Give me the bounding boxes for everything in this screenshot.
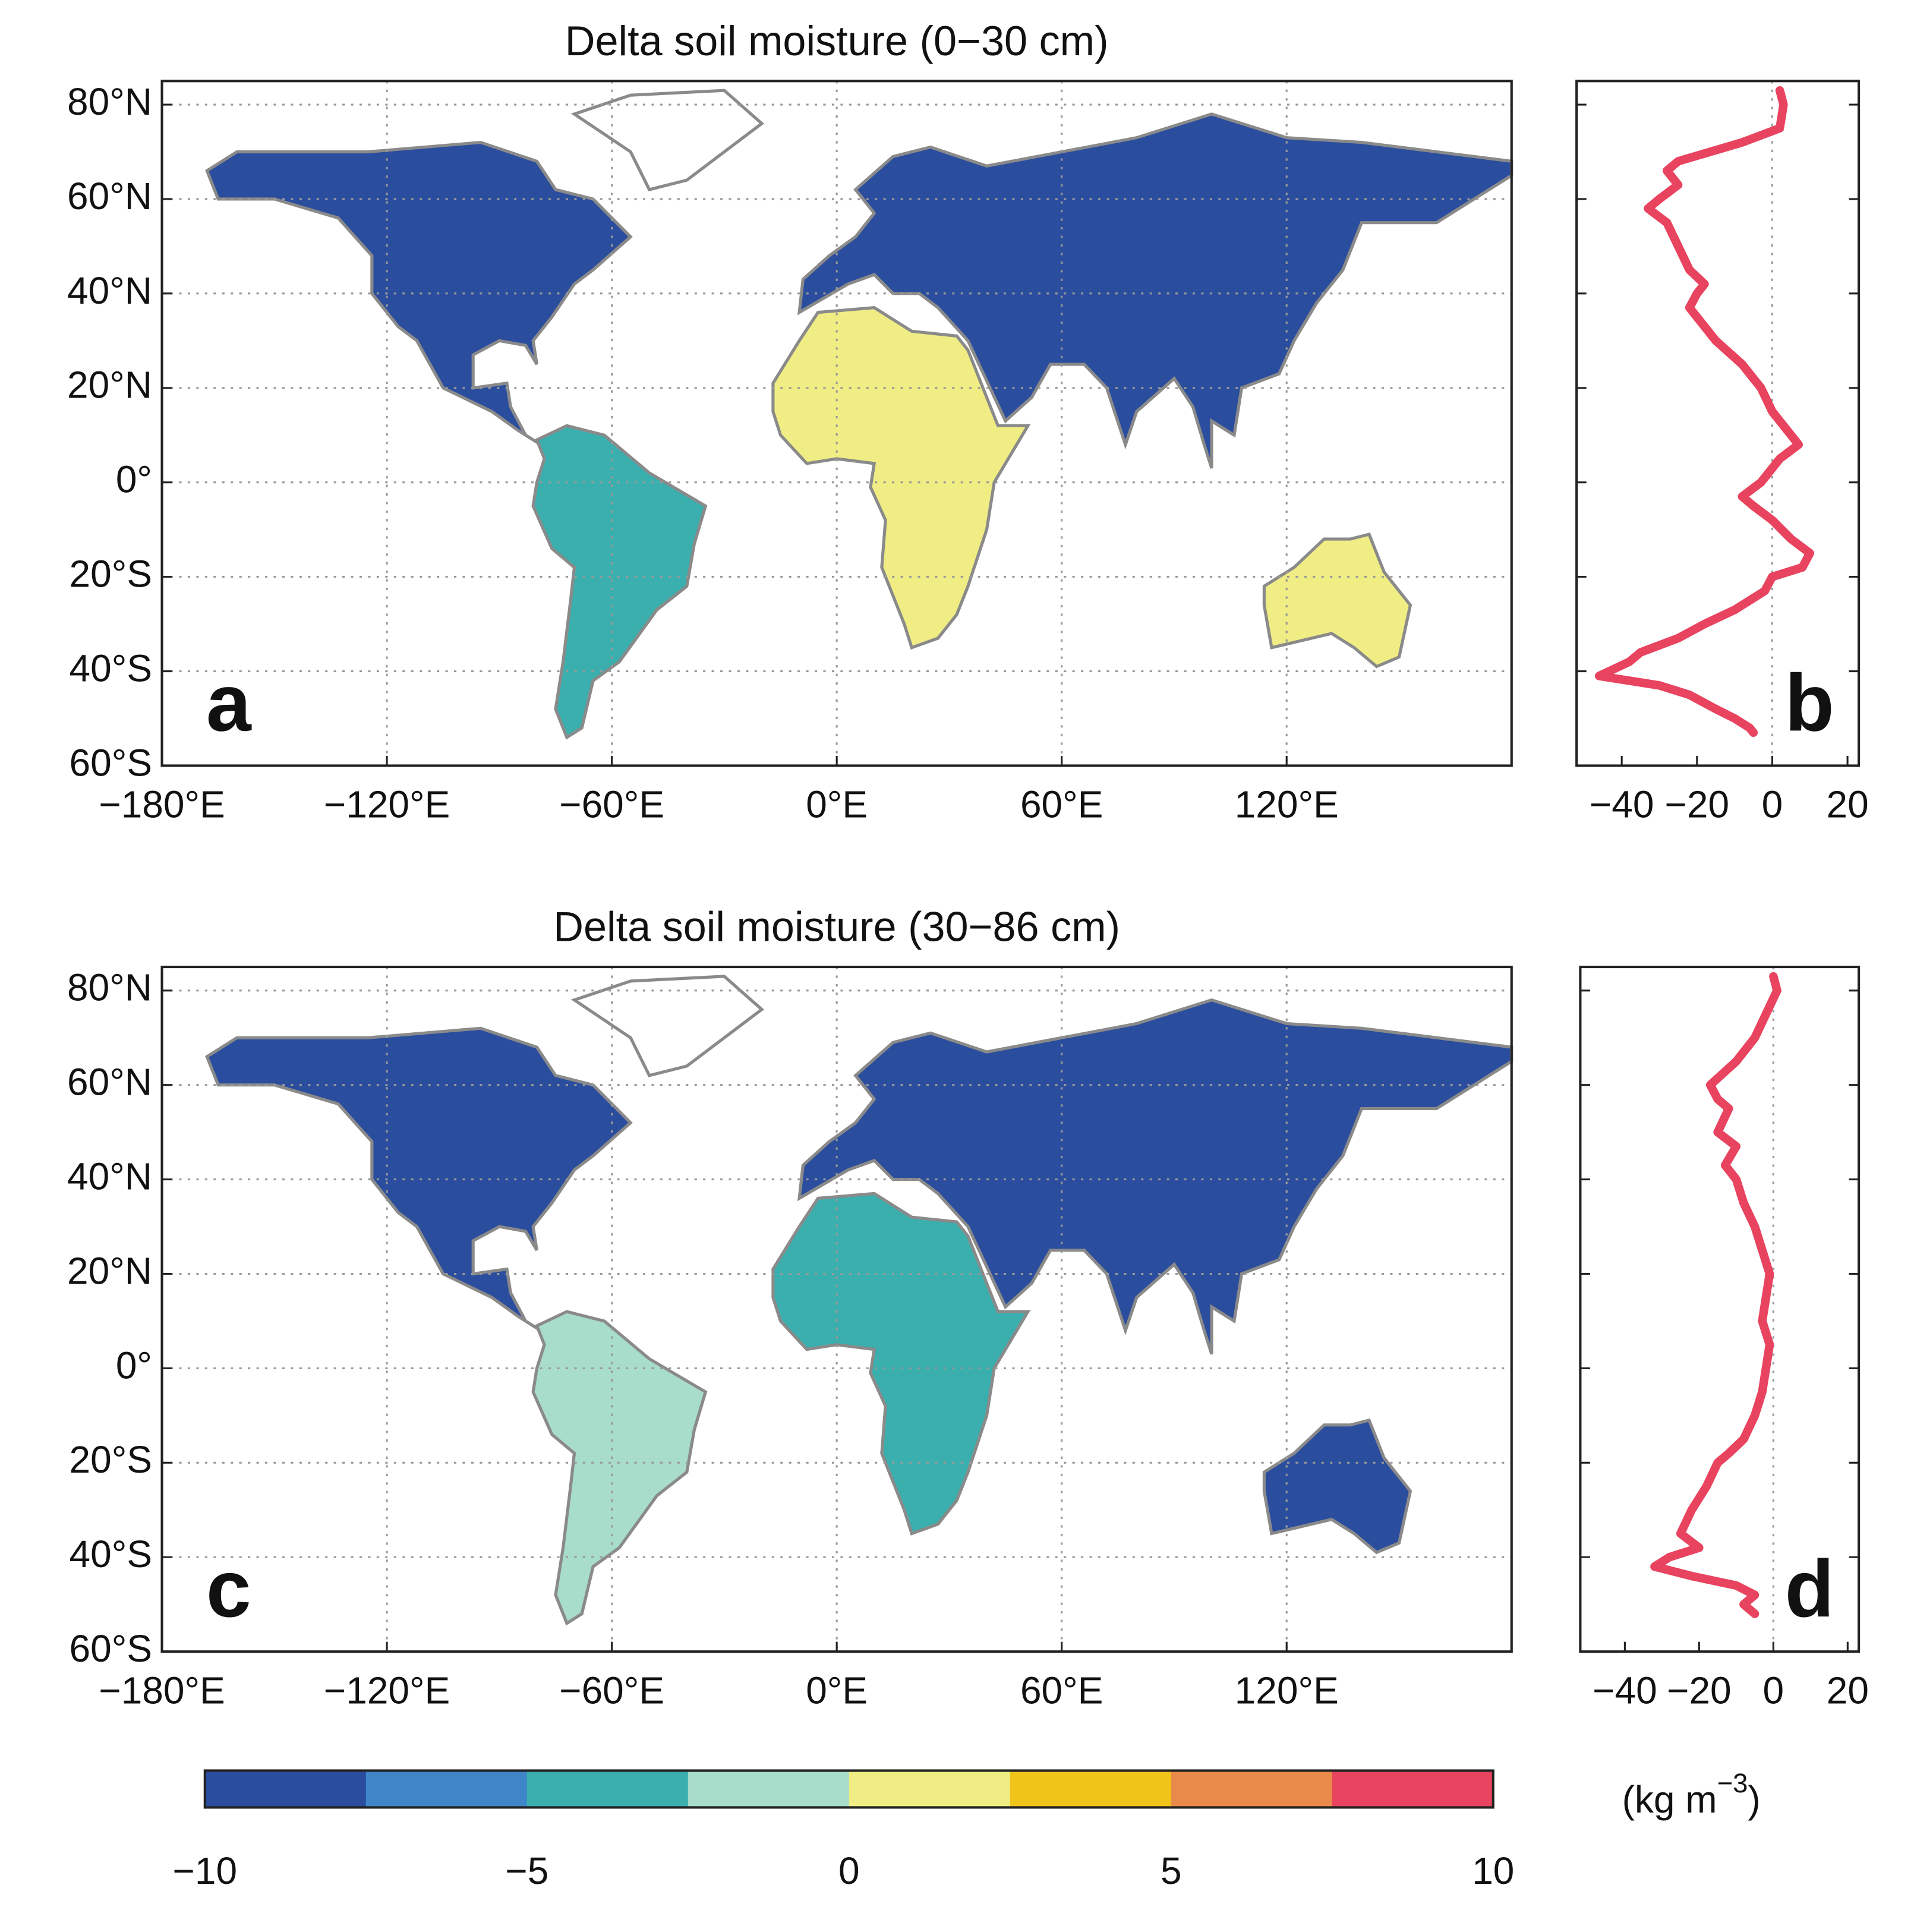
x-tick-label: 0°E xyxy=(806,783,868,826)
axes-frame xyxy=(1575,80,1861,767)
colorbar-segment xyxy=(1171,1770,1333,1808)
x-tick-label: −180°E xyxy=(99,783,225,826)
x-tick-label: −60°E xyxy=(559,783,664,826)
y-tick-label: 40°N xyxy=(67,269,152,312)
axes-frame xyxy=(160,80,1513,767)
x-tick-label: 0 xyxy=(1763,1669,1784,1712)
y-tick-label: 60°S xyxy=(70,1627,152,1670)
x-tick-label: 60°E xyxy=(1020,1669,1103,1712)
y-tick-label: 20°N xyxy=(67,1249,152,1292)
colorbar-tick-label: −10 xyxy=(173,1849,238,1892)
x-tick-label: 0°E xyxy=(806,1669,868,1712)
colorbar-segment xyxy=(204,1770,367,1808)
x-tick-label: 60°E xyxy=(1020,783,1103,826)
landmass xyxy=(205,140,633,446)
panel-label: c xyxy=(206,1543,251,1634)
colorbar-segment xyxy=(849,1770,1011,1808)
y-tick-label: 20°N xyxy=(67,364,152,406)
chart-title: Delta soil moisture (0−30 cm) xyxy=(565,17,1109,64)
landmass xyxy=(531,424,708,740)
profile-line xyxy=(1650,972,1781,1618)
colorbar-segment xyxy=(365,1770,528,1808)
colorbar-tick-label: 0 xyxy=(838,1849,860,1892)
x-tick-label: −120°E xyxy=(324,783,450,826)
colorbar-tick-label: −5 xyxy=(505,1849,548,1892)
x-tick-label: 20 xyxy=(1827,1669,1869,1712)
landmass xyxy=(570,89,765,192)
landmass xyxy=(797,998,1513,1355)
x-tick-label: −20 xyxy=(1665,783,1730,826)
y-tick-label: 40°N xyxy=(67,1155,152,1198)
y-tick-label: 60°N xyxy=(67,175,152,218)
x-tick-label: 120°E xyxy=(1235,783,1339,826)
axes-frame xyxy=(1579,965,1861,1653)
x-tick-label: 20 xyxy=(1826,783,1868,826)
y-tick-label: 0° xyxy=(116,458,152,501)
x-tick-label: 120°E xyxy=(1235,1669,1339,1712)
axes-frame xyxy=(160,965,1513,1653)
unit-text: (kg m xyxy=(1622,1778,1717,1821)
colorbar-segment xyxy=(1332,1770,1494,1808)
y-tick-label: 60°S xyxy=(70,741,152,784)
landmass xyxy=(1262,1418,1412,1555)
x-tick-label: −60°E xyxy=(559,1669,664,1712)
landmass xyxy=(797,112,1513,469)
colorbar-segment xyxy=(526,1770,689,1808)
landmass xyxy=(205,1026,633,1332)
panel-label: a xyxy=(206,657,252,748)
unit-exponent: −3 xyxy=(1717,1768,1748,1798)
y-tick-label: 20°S xyxy=(70,1438,152,1481)
x-tick-label: −120°E xyxy=(324,1669,450,1712)
x-tick-label: −20 xyxy=(1667,1669,1732,1712)
panel-label: d xyxy=(1785,1543,1834,1634)
x-tick-label: −40 xyxy=(1590,783,1654,826)
y-tick-label: 20°S xyxy=(70,553,152,595)
chart-title: Delta soil moisture (30−86 cm) xyxy=(553,903,1120,950)
y-tick-label: 40°S xyxy=(70,647,152,689)
y-tick-label: 60°N xyxy=(67,1061,152,1104)
unit-text: ) xyxy=(1748,1778,1760,1821)
landmass xyxy=(1262,532,1412,669)
y-tick-label: 40°S xyxy=(70,1533,152,1575)
colorbar-segment xyxy=(1010,1770,1172,1808)
landmass xyxy=(531,1310,708,1626)
y-tick-label: 80°N xyxy=(67,966,152,1009)
y-tick-label: 0° xyxy=(116,1344,152,1386)
x-tick-label: −40 xyxy=(1593,1669,1657,1712)
y-tick-label: 80°N xyxy=(67,80,152,123)
landmass xyxy=(570,975,765,1077)
x-tick-label: −180°E xyxy=(99,1669,225,1712)
profile-line xyxy=(1594,86,1814,737)
colorbar-segment xyxy=(688,1770,850,1808)
colorbar-tick-label: 10 xyxy=(1472,1849,1514,1892)
x-tick-label: 0 xyxy=(1762,783,1783,826)
unit-label: (kg m−3) xyxy=(1622,1768,1761,1821)
colorbar-tick-label: 5 xyxy=(1161,1849,1182,1892)
panel-label: b xyxy=(1785,657,1834,748)
